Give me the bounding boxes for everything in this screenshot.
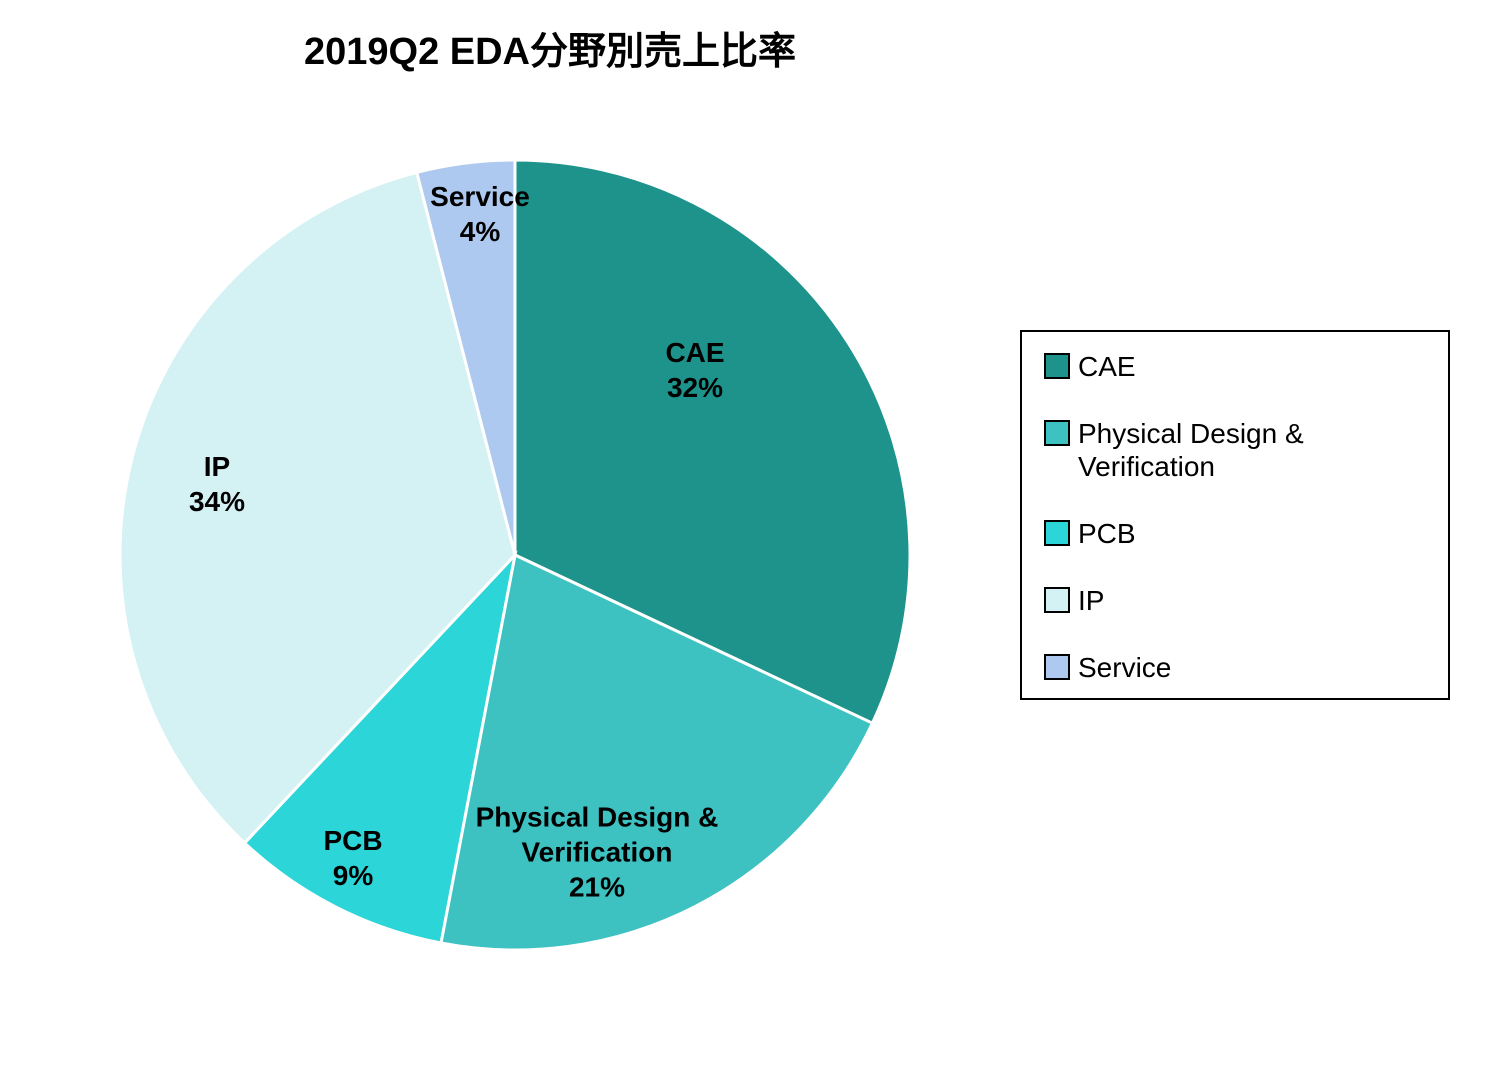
- legend-label: Service: [1078, 651, 1171, 684]
- legend-item: Service: [1044, 651, 1426, 684]
- legend-label: Physical Design & Verification: [1078, 417, 1304, 483]
- legend-swatch: [1044, 353, 1070, 379]
- legend-swatch: [1044, 420, 1070, 446]
- chart-title: 2019Q2 EDA分野別売上比率: [0, 20, 1100, 75]
- legend-item: PCB: [1044, 517, 1426, 550]
- slice-label-cae: CAE 32%: [665, 335, 724, 405]
- chart-stage: 2019Q2 EDA分野別売上比率 CAE 32% Physical Design…: [0, 0, 1500, 1072]
- legend-label: PCB: [1078, 517, 1136, 550]
- slice-label-service: Service 4%: [430, 179, 530, 249]
- legend-swatch: [1044, 520, 1070, 546]
- slice-label-ip: IP 34%: [189, 449, 245, 519]
- legend-item: CAE: [1044, 350, 1426, 383]
- legend-label: CAE: [1078, 350, 1136, 383]
- legend-label: IP: [1078, 584, 1104, 617]
- legend-swatch: [1044, 587, 1070, 613]
- legend-swatch: [1044, 654, 1070, 680]
- legend-item: IP: [1044, 584, 1426, 617]
- slice-label-physical-design-verification: Physical Design & Verification 21%: [476, 800, 719, 905]
- legend: CAE Physical Design & Verification PCB IP Se…: [1020, 330, 1450, 700]
- slice-label-pcb: PCB 9%: [323, 823, 382, 893]
- legend-item: Physical Design & Verification: [1044, 417, 1426, 483]
